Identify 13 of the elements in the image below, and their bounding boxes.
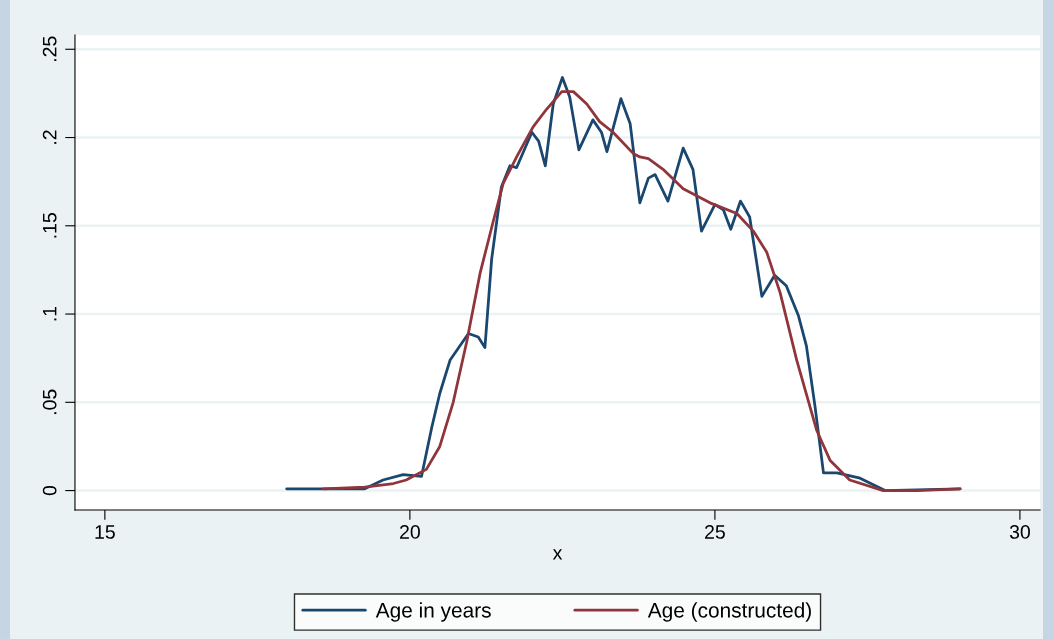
x-axis-title: x — [552, 549, 563, 560]
x-tick-label: 15 — [95, 525, 115, 539]
legend-label: Age (constructed) — [647, 602, 811, 622]
y-tick-label: 0 — [42, 485, 57, 496]
x-tick-label: 20 — [400, 525, 420, 539]
y-tick-label: .15 — [42, 213, 57, 238]
y-tick-label: .25 — [42, 36, 57, 62]
y-tick-label: .2 — [42, 130, 57, 144]
x-tick-label: 30 — [1009, 525, 1030, 539]
y-tick-label: .1 — [42, 306, 57, 321]
y-tick-label: .05 — [42, 389, 57, 415]
legend-label: Age in years — [375, 602, 491, 622]
x-tick-label: 25 — [705, 525, 725, 539]
